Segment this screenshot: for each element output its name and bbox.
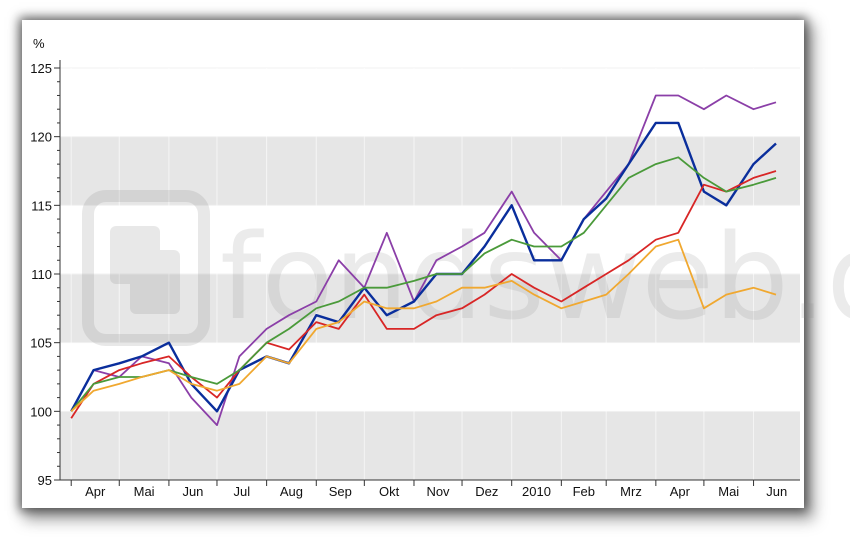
x-tick-label: Jun — [766, 484, 787, 499]
y-tick-label: 120 — [30, 130, 52, 145]
x-tick-label: Mai — [134, 484, 155, 499]
series-line — [70, 94, 777, 427]
grid-band — [60, 136, 800, 206]
watermark-logo — [82, 190, 210, 346]
x-tick-label: Apr — [670, 484, 691, 499]
grid-band — [60, 411, 800, 480]
y-tick-label: 115 — [31, 198, 52, 213]
series-line — [70, 238, 777, 412]
x-tick-label: 2010 — [522, 484, 551, 499]
y-tick-label: 110 — [31, 267, 52, 282]
y-tick-label: 95 — [38, 473, 52, 488]
x-tick-label: Feb — [573, 484, 595, 499]
series-layer — [70, 94, 777, 427]
x-tick-label: Dez — [475, 484, 498, 499]
series-line — [70, 121, 777, 413]
y-tick-label: 100 — [30, 404, 52, 419]
y-tick-label: 125 — [30, 61, 52, 76]
watermark-text: fondsweb.de — [220, 208, 850, 346]
series-line — [70, 156, 777, 412]
x-tick-label: Sep — [329, 484, 352, 499]
x-tick-label: Okt — [379, 484, 400, 499]
axes: 95 100 105 110 115 120 125 Apr Mai Jun Jul Aug Sep Ok… — [30, 60, 800, 499]
grid-band — [60, 274, 800, 343]
x-tick-label: Apr — [85, 484, 106, 499]
x-tick-label: Jun — [182, 484, 203, 499]
y-tick-label: 105 — [30, 336, 52, 351]
x-tick-label: Mai — [718, 484, 739, 499]
x-tick-label: Nov — [426, 484, 450, 499]
x-tick-label: Mrz — [620, 484, 642, 499]
y-axis-unit: % — [33, 36, 45, 51]
x-tick-label: Aug — [280, 484, 303, 499]
x-tick-label: Jul — [233, 484, 250, 499]
series-line — [70, 170, 777, 419]
